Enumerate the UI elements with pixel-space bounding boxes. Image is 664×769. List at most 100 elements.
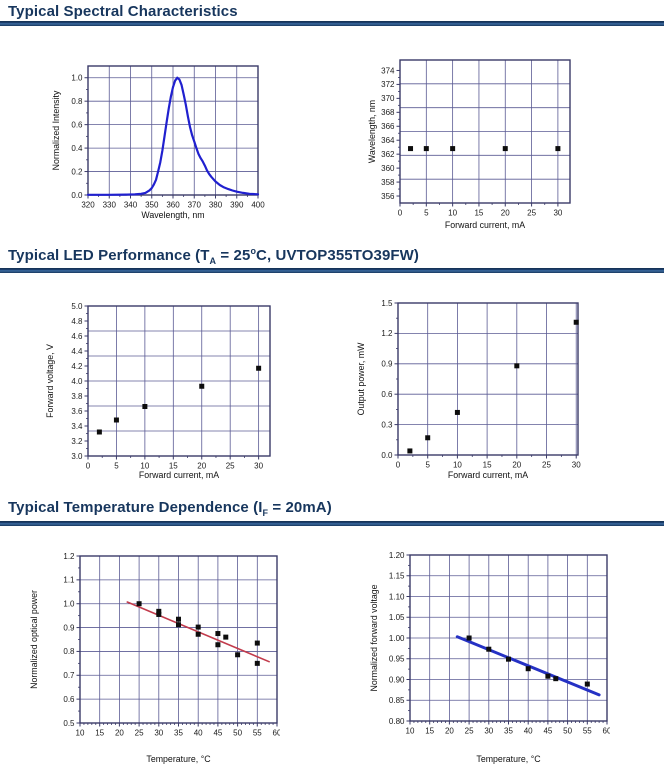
svg-text:10: 10 xyxy=(406,727,415,736)
svg-text:10: 10 xyxy=(140,462,149,471)
svg-text:25: 25 xyxy=(542,461,551,470)
svg-text:20: 20 xyxy=(115,729,124,738)
section-title-temperature: Typical Temperature Dependence (IF = 20m… xyxy=(8,499,332,518)
svg-text:0.6: 0.6 xyxy=(71,120,83,129)
section-divider xyxy=(0,521,664,526)
svg-text:15: 15 xyxy=(95,729,104,738)
svg-text:370: 370 xyxy=(381,94,395,103)
svg-text:356: 356 xyxy=(381,192,395,201)
svg-text:3.8: 3.8 xyxy=(71,392,83,401)
section-divider xyxy=(0,268,664,273)
svg-text:0.4: 0.4 xyxy=(71,144,83,153)
chart-svg: 0 5 10 15 20 25 30 3.0 3.2 3.4 3.6 3.8 4.0 4.2 4.4 4.6 4… xyxy=(45,302,271,480)
svg-text:25: 25 xyxy=(135,729,144,738)
svg-text:0.9: 0.9 xyxy=(381,360,393,369)
svg-text:340: 340 xyxy=(124,201,138,210)
svg-text:0.8: 0.8 xyxy=(71,97,83,106)
svg-text:3.0: 3.0 xyxy=(71,452,83,461)
svg-text:Normalized forward voltage: Normalized forward voltage xyxy=(369,584,379,691)
section-title-spectral: Typical Spectral Characteristics xyxy=(8,3,238,20)
svg-text:0.7: 0.7 xyxy=(63,671,75,680)
svg-text:5: 5 xyxy=(425,461,430,470)
svg-text:Wavelength, nm: Wavelength, nm xyxy=(367,100,377,163)
chart-svg: 0 5 10 15 20 25 30 0.0 0.3 0.6 0.9 1.2 1.5 Forward cu… xyxy=(356,299,581,480)
svg-text:50: 50 xyxy=(563,727,572,736)
svg-text:30: 30 xyxy=(484,727,493,736)
svg-text:15: 15 xyxy=(425,727,434,736)
svg-text:0.2: 0.2 xyxy=(71,167,83,176)
svg-text:330: 330 xyxy=(103,201,117,210)
svg-text:25: 25 xyxy=(226,462,235,471)
chart-forward-voltage-vs-temperature: 10 15 20 25 30 35 40 45 50 55 60 0.80 0.85 0.90 0.95 1.… xyxy=(368,546,612,766)
svg-text:374: 374 xyxy=(381,66,395,75)
svg-text:50: 50 xyxy=(233,729,242,738)
svg-text:Forward voltage, V: Forward voltage, V xyxy=(45,344,55,418)
svg-text:30: 30 xyxy=(553,209,562,218)
svg-text:15: 15 xyxy=(483,461,492,470)
svg-text:370: 370 xyxy=(188,201,202,210)
svg-text:Forward current, mA: Forward current, mA xyxy=(445,220,525,230)
svg-text:5: 5 xyxy=(114,462,119,471)
svg-text:0.6: 0.6 xyxy=(63,695,75,704)
svg-text:372: 372 xyxy=(381,80,395,89)
svg-text:35: 35 xyxy=(174,729,183,738)
chart-wavelength-vs-current: 0 5 10 15 20 25 30 356 358 360 362 364 366 368 370 372 3… xyxy=(366,52,574,232)
svg-text:5.0: 5.0 xyxy=(71,302,83,311)
svg-text:390: 390 xyxy=(230,201,244,210)
svg-text:4.6: 4.6 xyxy=(71,332,83,341)
svg-text:0.95: 0.95 xyxy=(389,655,405,664)
svg-text:30: 30 xyxy=(254,462,263,471)
svg-text:350: 350 xyxy=(145,201,159,210)
svg-text:0: 0 xyxy=(396,461,401,470)
svg-text:55: 55 xyxy=(253,729,262,738)
svg-text:4.2: 4.2 xyxy=(71,362,83,371)
svg-text:1.0: 1.0 xyxy=(63,600,75,609)
svg-text:20: 20 xyxy=(445,727,454,736)
svg-text:320: 320 xyxy=(81,201,95,210)
svg-text:1.15: 1.15 xyxy=(389,572,405,581)
section-title-performance: Typical LED Performance (TA = 25oC, UVTO… xyxy=(8,246,420,266)
svg-text:25: 25 xyxy=(465,727,474,736)
svg-text:3.4: 3.4 xyxy=(71,422,83,431)
svg-text:1.00: 1.00 xyxy=(389,634,405,643)
svg-text:55: 55 xyxy=(583,727,592,736)
svg-text:360: 360 xyxy=(381,164,395,173)
svg-text:10: 10 xyxy=(76,729,85,738)
svg-text:40: 40 xyxy=(524,727,533,736)
section-divider xyxy=(0,21,664,26)
svg-text:1.10: 1.10 xyxy=(389,592,405,601)
svg-text:364: 364 xyxy=(381,136,395,145)
chart-spectral-intensity: 320 330 340 350 360 370 380 390 400 0.0 0.2 0.4 0.6 0… xyxy=(50,58,267,222)
svg-text:4.8: 4.8 xyxy=(71,317,83,326)
svg-text:60: 60 xyxy=(603,727,610,736)
svg-text:10: 10 xyxy=(448,209,457,218)
svg-text:10: 10 xyxy=(453,461,462,470)
svg-text:20: 20 xyxy=(197,462,206,471)
svg-text:362: 362 xyxy=(381,150,395,159)
svg-text:1.05: 1.05 xyxy=(389,613,405,622)
svg-text:35: 35 xyxy=(504,727,513,736)
svg-text:380: 380 xyxy=(209,201,223,210)
svg-text:4.4: 4.4 xyxy=(71,347,83,356)
svg-text:Normalized Intensity: Normalized Intensity xyxy=(51,90,61,170)
svg-text:0.3: 0.3 xyxy=(381,420,393,429)
svg-text:368: 368 xyxy=(381,108,395,117)
svg-text:Forward current, mA: Forward current, mA xyxy=(448,470,528,480)
svg-text:0.9: 0.9 xyxy=(63,623,75,632)
svg-text:1.2: 1.2 xyxy=(381,329,393,338)
svg-text:15: 15 xyxy=(474,209,483,218)
svg-text:15: 15 xyxy=(169,462,178,471)
svg-text:Output power, mW: Output power, mW xyxy=(356,342,366,416)
svg-text:25: 25 xyxy=(527,209,536,218)
svg-text:20: 20 xyxy=(501,209,510,218)
svg-text:1.20: 1.20 xyxy=(389,551,405,560)
svg-text:4.0: 4.0 xyxy=(71,377,83,386)
svg-text:5: 5 xyxy=(424,209,429,218)
svg-text:0.5: 0.5 xyxy=(63,719,75,728)
svg-text:60: 60 xyxy=(273,729,280,738)
svg-text:1.2: 1.2 xyxy=(63,552,75,561)
svg-text:Temperature, °C: Temperature, °C xyxy=(146,754,211,764)
svg-text:Forward current, mA: Forward current, mA xyxy=(139,470,219,480)
svg-text:40: 40 xyxy=(194,729,203,738)
